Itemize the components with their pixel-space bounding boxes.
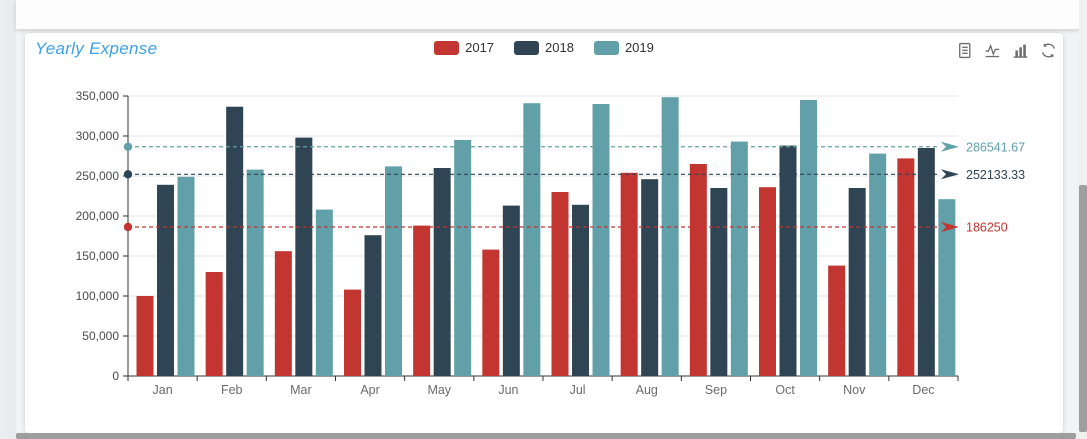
bar-2018-Jan[interactable]: [157, 184, 174, 376]
y-axis-label: 200,000: [76, 209, 120, 223]
bar-2019-Oct[interactable]: [800, 100, 817, 376]
legend-item-2017[interactable]: 2017: [434, 40, 494, 55]
bar-2019-Jul[interactable]: [592, 104, 610, 376]
bar-2018-Sep[interactable]: [710, 188, 728, 376]
bar-2017-Jan[interactable]: [136, 296, 154, 376]
bar-2017-Jun[interactable]: [482, 249, 500, 376]
bar-2017-Aug[interactable]: [620, 172, 638, 376]
x-axis-label: Jun: [498, 383, 518, 397]
x-axis-label: Mar: [290, 383, 312, 397]
bar-2017-Dec[interactable]: [897, 158, 915, 376]
bar-2019-Dec[interactable]: [938, 199, 956, 376]
x-axis-label: Feb: [221, 383, 243, 397]
horizontal-scrollbar-track[interactable]: [16, 433, 1087, 439]
y-axis-label: 100,000: [76, 289, 120, 303]
bar-2018-Jul[interactable]: [572, 204, 589, 376]
vertical-scrollbar-thumb[interactable]: [1079, 185, 1087, 432]
bar-2018-Dec[interactable]: [917, 148, 935, 376]
vertical-scrollbar-track[interactable]: [1079, 0, 1087, 439]
y-axis-label: 0: [112, 369, 119, 383]
legend-item-2019[interactable]: 2019: [593, 40, 654, 55]
average-marker-start-2018: [123, 170, 133, 179]
bar-chart-icon[interactable]: [1012, 42, 1029, 59]
horizontal-scrollbar-thumb[interactable]: [16, 433, 1076, 439]
average-label-2018: 252133.33: [966, 168, 1025, 182]
x-axis-label: Dec: [912, 383, 934, 397]
x-axis-label: Nov: [843, 383, 866, 397]
legend-label: 2018: [545, 40, 574, 55]
bar-2019-Jun[interactable]: [523, 103, 541, 376]
x-axis-label: Jan: [153, 383, 173, 397]
average-label-2019: 286541.67: [966, 140, 1025, 154]
bar-2019-Sep[interactable]: [730, 141, 748, 376]
bar-2017-Mar[interactable]: [274, 251, 292, 376]
bar-2019-Mar[interactable]: [315, 209, 333, 376]
bar-2018-Aug[interactable]: [641, 179, 659, 376]
line-chart-icon[interactable]: [984, 42, 1001, 59]
legend-marker: [514, 40, 540, 55]
legend-label: 2017: [465, 40, 495, 55]
x-axis-label: Aug: [636, 383, 658, 397]
bar-2017-Oct[interactable]: [759, 187, 776, 376]
bar-2017-Nov[interactable]: [828, 265, 846, 376]
average-marker-start-2017: [123, 222, 133, 232]
bar-2018-Apr[interactable]: [364, 235, 382, 376]
restore-icon[interactable]: [1040, 42, 1057, 59]
average-label-2017: 186250: [966, 221, 1008, 235]
y-axis-label: 150,000: [76, 249, 120, 263]
bar-2017-Sep[interactable]: [689, 164, 707, 376]
bar-2019-Apr[interactable]: [385, 166, 402, 376]
average-marker-start-2019: [123, 142, 133, 151]
legend-marker: [434, 40, 460, 55]
bar-2019-Jan[interactable]: [177, 176, 195, 376]
bar-2019-Feb[interactable]: [246, 169, 264, 376]
bar-2019-May[interactable]: [454, 140, 472, 376]
bar-2017-Jul[interactable]: [551, 192, 569, 376]
bar-2018-Mar[interactable]: [295, 137, 313, 376]
bar-2017-Feb[interactable]: [205, 272, 223, 376]
chart-title: Yearly Expense: [35, 39, 158, 58]
legend-marker: [593, 40, 619, 55]
bar-2018-Jun[interactable]: [502, 205, 520, 376]
y-axis-label: 350,000: [76, 89, 120, 103]
bar-2018-May[interactable]: [433, 168, 451, 376]
x-axis-label: Oct: [775, 383, 795, 397]
average-marker-arrow-2019: [941, 141, 959, 152]
average-marker-arrow-2018: [941, 169, 959, 180]
bar-2017-May[interactable]: [413, 225, 431, 376]
bar-2018-Feb[interactable]: [226, 106, 244, 376]
data-view-icon[interactable]: [956, 42, 973, 59]
left-margin: [0, 0, 16, 439]
chart-toolbox: [956, 42, 1057, 59]
average-marker-arrow-2017: [941, 222, 959, 232]
top-panel: [16, 0, 1079, 29]
chart-card: Yearly Expense 2017 2018 2019: [25, 33, 1063, 433]
x-axis-label: Sep: [705, 383, 727, 397]
bar-2018-Oct[interactable]: [779, 145, 797, 376]
y-axis-label: 50,000: [82, 329, 119, 343]
yearly-expense-bar-chart: 0 50,000 100,000 150,000 200,000 250,000 300,0…: [76, 89, 1026, 397]
x-axis-label: May: [427, 383, 451, 397]
bar-2018-Nov[interactable]: [848, 188, 866, 376]
bar-2019-Nov[interactable]: [869, 153, 887, 376]
chart-legend: 2017 2018 2019: [25, 40, 1063, 55]
bar-2017-Apr[interactable]: [344, 289, 361, 376]
y-axis-label: 300,000: [76, 129, 120, 143]
bar-2019-Aug[interactable]: [661, 97, 679, 376]
y-axis-label: 250,000: [76, 169, 120, 183]
x-axis-label: Jul: [570, 383, 586, 397]
x-axis-label: Apr: [360, 383, 379, 397]
legend-label: 2019: [624, 40, 654, 55]
legend-item-2018[interactable]: 2018: [514, 40, 574, 55]
